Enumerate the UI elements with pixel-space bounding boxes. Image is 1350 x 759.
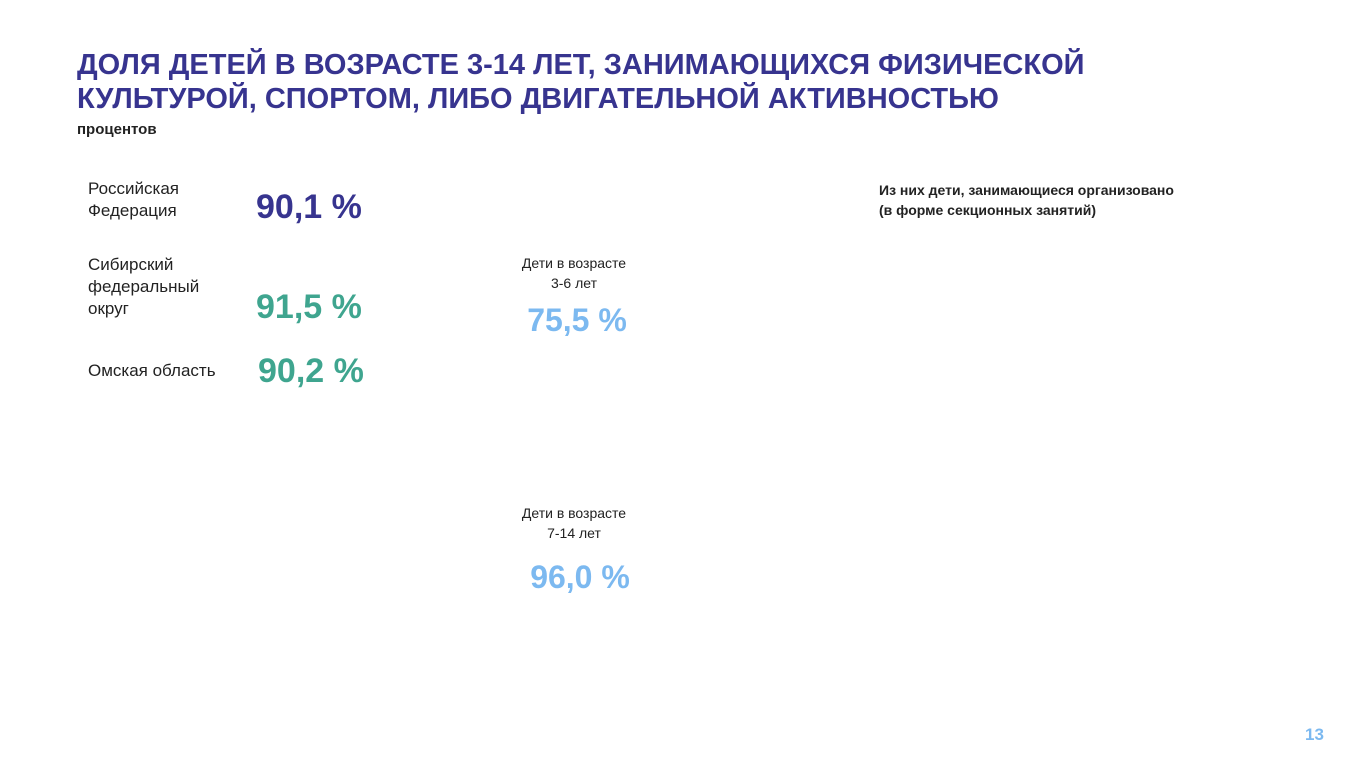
note: Из них дети, занимающиеся организовано (… (879, 182, 1174, 218)
age-group-label: Дети в возрасте 3-6 лет (521, 255, 627, 291)
age-group-value: 75,5 % (527, 302, 627, 338)
region-label: Сибирский федеральный округ (88, 255, 200, 318)
title-line: ДОЛЯ ДЕТЕЙ В ВОЗРАСТЕ 3-14 ЛЕТ, ЗАНИМАЮЩ… (77, 49, 1085, 81)
page-number: 13 (1305, 725, 1324, 744)
region-value: 90,2 % (258, 352, 364, 390)
age-group-label: Дети в возрасте 7-14 лет (521, 505, 627, 541)
subtitle: процентов (77, 121, 157, 138)
region-label: Омская область (88, 361, 216, 380)
region-value: 90,1 % (256, 188, 362, 226)
region-value: 91,5 % (256, 288, 362, 326)
age-group-value: 96,0 % (530, 559, 630, 595)
region-label: Российская Федерация (88, 179, 180, 220)
title-line: КУЛЬТУРОЙ, СПОРТОМ, ЛИБО ДВИГАТЕЛЬНОЙ АК… (77, 83, 999, 115)
